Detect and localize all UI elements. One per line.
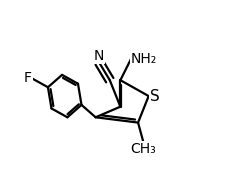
Text: S: S — [150, 89, 160, 103]
Text: CH₃: CH₃ — [130, 142, 155, 156]
Text: NH₂: NH₂ — [130, 52, 157, 66]
Text: F: F — [24, 71, 32, 85]
Text: N: N — [94, 49, 104, 63]
